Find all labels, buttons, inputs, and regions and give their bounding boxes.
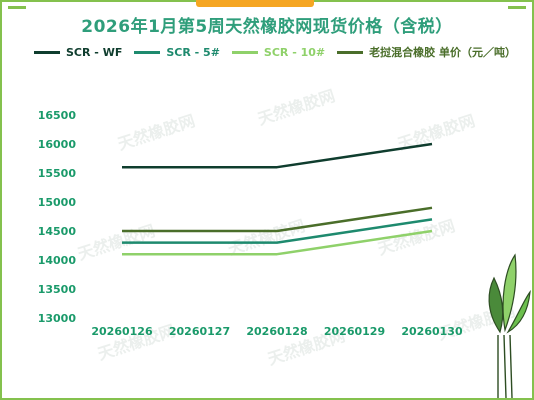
legend-swatch xyxy=(134,50,161,54)
x-tick-label: 20260127 xyxy=(169,325,230,338)
corner-mark-left xyxy=(8,6,26,9)
x-tick-label: 20260129 xyxy=(324,325,385,338)
legend-item-1: SCR - WF xyxy=(34,46,122,59)
legend-item-3: SCR - 10# xyxy=(231,45,326,59)
plant-decoration xyxy=(488,253,531,399)
x-tick-label: 20260130 xyxy=(401,325,463,338)
x-axis-ticks: 20260126 20260127 20260128 20260129 20260130 xyxy=(91,325,463,338)
y-tick-label: 14500 xyxy=(38,225,77,238)
series-line-1 xyxy=(122,142,433,169)
legend-label: SCR - 5# xyxy=(166,45,220,59)
series-layer xyxy=(122,142,433,256)
legend-label: SCR - WF xyxy=(66,45,123,59)
legend-item-4: 老挝混合橡胶 单价（元／吨） xyxy=(337,44,516,60)
series-line-4 xyxy=(122,206,433,233)
plant-stem xyxy=(497,334,513,399)
plant-leaf xyxy=(488,276,504,334)
y-tick-label: 16500 xyxy=(38,109,77,122)
y-tick-label: 15000 xyxy=(38,196,77,209)
accent-bar xyxy=(196,0,314,7)
chart-title: 2026年1月第5周天然橡胶网现货价格（含税） xyxy=(81,17,453,37)
y-tick-label: 13000 xyxy=(38,312,77,325)
y-axis-ticks: 16500 16000 15500 15000 14500 14000 13500 13000 xyxy=(38,109,77,325)
x-tick-label: 20260128 xyxy=(246,325,307,338)
legend-item-2: SCR - 5# xyxy=(134,46,220,59)
legend-label: SCR - 10# xyxy=(263,45,326,59)
x-tick-label: 20260126 xyxy=(91,325,153,338)
y-tick-label: 16000 xyxy=(38,138,77,151)
legend-label: 老挝混合橡胶 单价（元／吨） xyxy=(369,46,516,59)
legend-swatch xyxy=(231,50,258,54)
watermark-text: 天然橡胶网 xyxy=(115,111,197,154)
plant-leaf xyxy=(502,253,517,333)
y-tick-label: 14000 xyxy=(38,254,77,267)
y-tick-label: 15500 xyxy=(38,167,77,180)
watermark-text: 天然橡胶网 xyxy=(255,86,337,129)
series-line-3 xyxy=(122,229,433,256)
series-line-2 xyxy=(122,218,433,244)
legend-swatch xyxy=(337,50,364,54)
chart-legend: SCR - WF SCR - 5# SCR - 10# 老挝混合橡胶 单价（元／吨） xyxy=(34,44,516,60)
plant-leaf xyxy=(506,289,531,334)
legend-swatch xyxy=(34,50,60,54)
y-tick-label: 13500 xyxy=(38,283,77,296)
corner-mark-right xyxy=(508,6,526,9)
